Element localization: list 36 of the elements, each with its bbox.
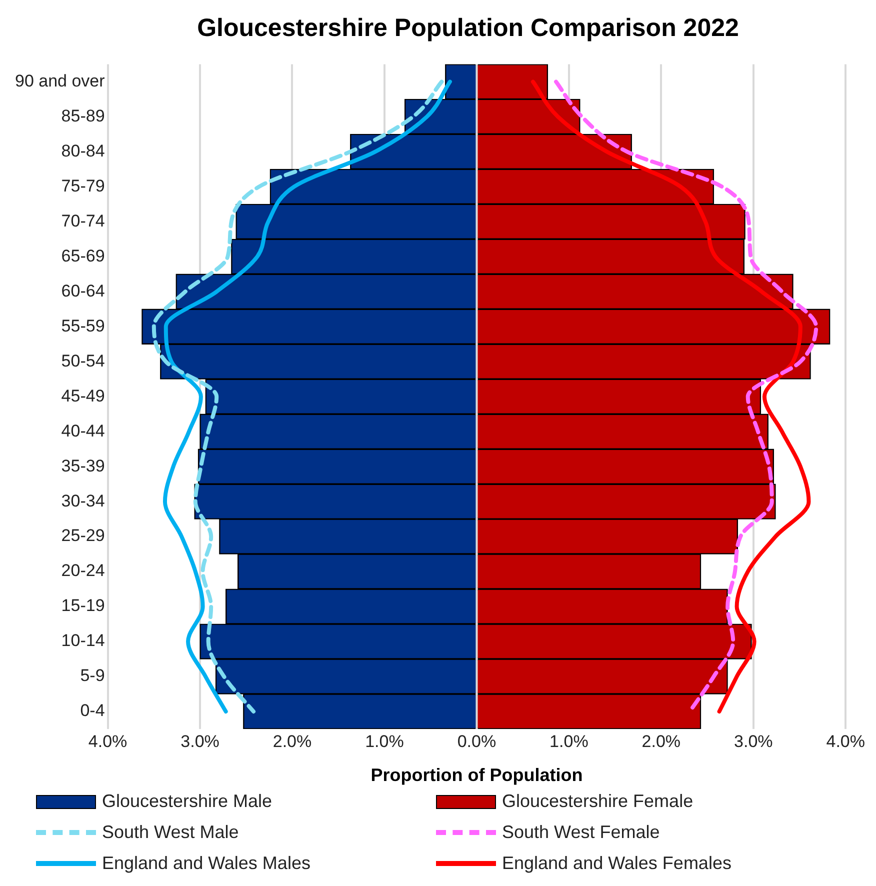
legend-label: Gloucestershire Female <box>502 791 694 812</box>
y-tick-label: 0-4 <box>80 701 105 720</box>
y-tick-label: 60-64 <box>61 281 105 300</box>
y-tick-label: 30-34 <box>61 491 105 510</box>
y-tick-label: 80-84 <box>61 141 105 160</box>
legend-label: Gloucestershire Male <box>102 791 272 812</box>
y-tick-label: 25-29 <box>61 526 105 546</box>
y-tick-label: 10-14 <box>61 631 105 650</box>
x-tick-label: 1.0% <box>550 732 588 751</box>
y-tick-label: 50-54 <box>61 351 105 370</box>
y-tick-label: 15-19 <box>61 596 105 616</box>
y-tick-label: 75-79 <box>61 176 105 196</box>
x-tick-label: 0.0% <box>457 732 496 751</box>
x-tick-label: 1.0% <box>365 732 404 751</box>
legend-label: South West Female <box>502 822 660 843</box>
x-tick-label: 3.0% <box>180 732 220 751</box>
x-axis-title: Proportion of Population <box>370 765 583 786</box>
y-tick-label: 45-49 <box>61 386 105 406</box>
x-tick-label: 4.0% <box>88 732 128 751</box>
y-tick-label: 55-59 <box>61 316 105 336</box>
y-tick-label: 20-24 <box>61 561 105 580</box>
y-tick-label: 65-69 <box>61 246 105 266</box>
legend-label: South West Male <box>102 822 239 843</box>
y-tick-label: 85-89 <box>61 106 105 126</box>
x-tick-label: 3.0% <box>734 732 773 751</box>
x-tick-label: 2.0% <box>272 732 312 751</box>
y-tick-label: 90 and over <box>14 71 106 90</box>
chart-title: Gloucestershire Population Comparison 2022 <box>196 13 740 44</box>
x-tick-label: 2.0% <box>642 732 681 751</box>
y-tick-label: 40-44 <box>61 421 105 440</box>
legend-label: England and Wales Males <box>102 853 310 874</box>
x-tick-label: 4.0% <box>826 732 865 751</box>
y-tick-label: 70-74 <box>61 211 105 230</box>
legend-label: England and Wales Females <box>502 853 732 874</box>
y-tick-label: 5-9 <box>80 666 105 686</box>
y-tick-label: 35-39 <box>61 456 105 476</box>
